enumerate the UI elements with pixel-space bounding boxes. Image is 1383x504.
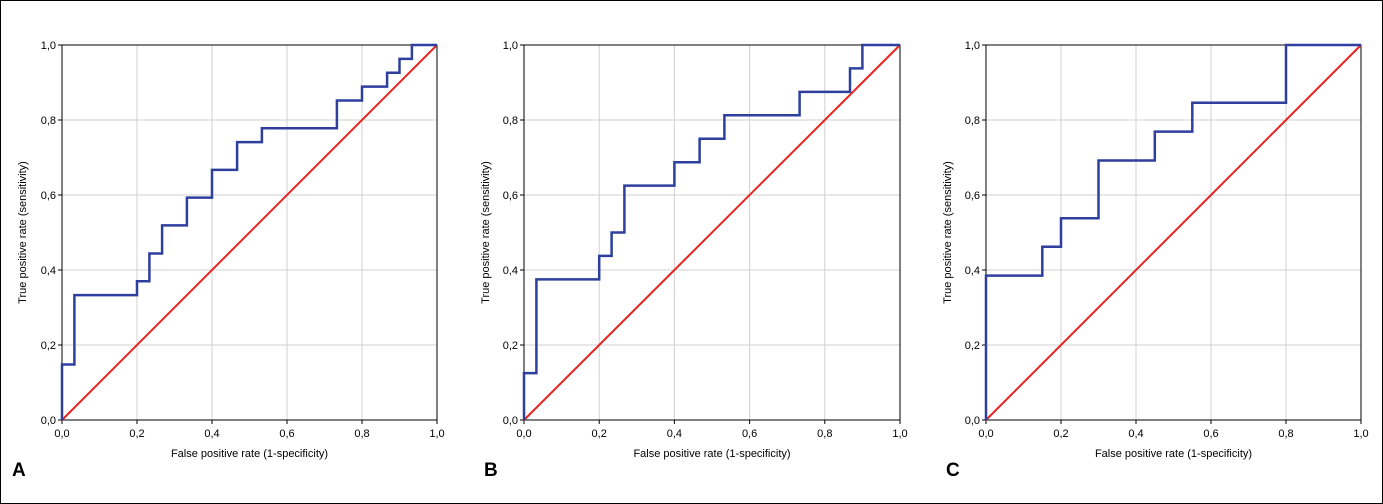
y-tick-label: 0,2: [503, 340, 518, 352]
y-tick-label: 0,4: [41, 265, 56, 277]
plot-area-border: [985, 44, 1362, 421]
x-tick-label: 1,0: [1353, 428, 1368, 440]
x-axis-label: False positive rate (1-specificity): [1095, 448, 1252, 460]
reference-diagonal-line: [523, 44, 901, 421]
x-tick-label: 0,4: [1128, 428, 1143, 440]
x-tick-label: 0,2: [1053, 428, 1068, 440]
x-tick-label: 0,8: [817, 428, 832, 440]
y-tick-label: 0,0: [41, 415, 56, 427]
x-tick-label: 0,6: [742, 428, 757, 440]
y-tick-label: 0,6: [41, 190, 56, 202]
y-tick-label: 0,0: [965, 415, 980, 427]
y-tick-label: 0,0: [503, 415, 518, 427]
roc-curve: [522, 43, 900, 420]
plot-area-border: [61, 44, 438, 421]
x-tick-label: 0,4: [667, 428, 682, 440]
y-tick-label: 1,0: [503, 40, 518, 52]
y-axis-label: True positive rate (sensitivity): [17, 161, 29, 304]
roc-panel-c: 0,0 0,2 0,4 0,6 0,8 1,0 0,0 0,2 0,4 0,6 0,8 1,0 Fals…: [942, 40, 1369, 481]
x-axis-label: False positive rate (1-specificity): [633, 448, 790, 460]
x-tick-label: 0,0: [516, 428, 531, 440]
x-axis-label: False positive rate (1-specificity): [171, 448, 328, 460]
x-tick-label: 1,0: [892, 428, 907, 440]
panel-label-a: A: [12, 460, 26, 481]
panel-label-b: B: [484, 460, 498, 481]
y-axis-label: True positive rate (sensitivity): [942, 161, 954, 304]
plot-area-border: [523, 44, 901, 421]
y-tick-label: 0,8: [41, 115, 56, 127]
x-tick-label: 0,8: [1278, 428, 1293, 440]
x-tick-label: 0,4: [204, 428, 219, 440]
y-tick-label: 0,4: [965, 265, 980, 277]
reference-diagonal-line: [985, 44, 1362, 421]
x-tick-label: 0,2: [592, 428, 607, 440]
y-tick-label: 0,2: [965, 340, 980, 352]
y-tick-label: 1,0: [41, 40, 56, 52]
x-tick-label: 0,6: [1203, 428, 1218, 440]
x-tick-label: 0,2: [129, 428, 144, 440]
y-tick-label: 0,8: [503, 115, 518, 127]
roc-curve: [60, 43, 437, 420]
y-axis-label: True positive rate (sensitivity): [480, 161, 492, 304]
reference-diagonal-line: [61, 44, 438, 421]
x-tick-label: 1,0: [429, 428, 444, 440]
x-tick-label: 0,0: [978, 428, 993, 440]
roc-panel-b: 0,0 0,2 0,4 0,6 0,8 1,0 0,0 0,2 0,4 0,6 0,8 1,0 Fals…: [480, 40, 908, 481]
roc-curve: [984, 43, 1361, 420]
x-tick-label: 0,6: [279, 428, 294, 440]
y-tick-label: 0,4: [503, 265, 518, 277]
y-tick-label: 0,8: [965, 115, 980, 127]
x-tick-label: 0,8: [354, 428, 369, 440]
panel-label-c: C: [946, 460, 960, 481]
y-tick-label: 0,2: [41, 340, 56, 352]
y-tick-label: 0,6: [503, 190, 518, 202]
x-tick-label: 0,0: [54, 428, 69, 440]
roc-panel-a: 0,0 0,2 0,4 0,6 0,8 1,0 0,0 0,2 0,4 0,6 0,8 1,0 Fals…: [12, 40, 445, 481]
y-tick-label: 0,6: [965, 190, 980, 202]
y-tick-label: 1,0: [965, 40, 980, 52]
